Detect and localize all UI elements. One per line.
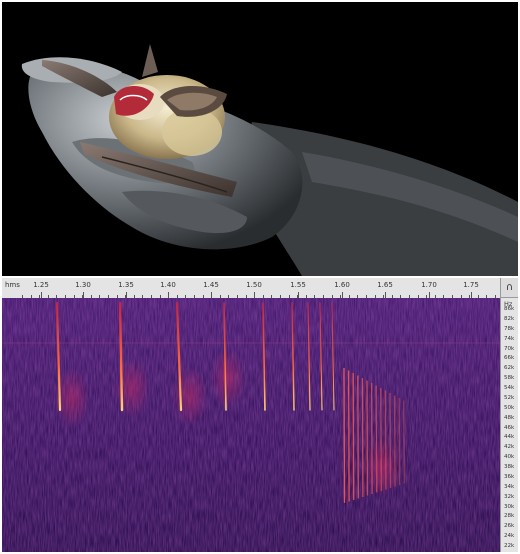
- echolocation-call: [118, 301, 124, 412]
- feeding-buzz-pulse: [347, 370, 350, 502]
- feeding-buzz-pulse: [389, 392, 392, 489]
- frequency-tick-label: 62k: [504, 365, 515, 372]
- frequency-tick-label: 52k: [504, 394, 515, 401]
- time-tick-label: 1.25: [33, 281, 49, 289]
- call-glow: [210, 348, 246, 408]
- feeding-buzz-pulse: [375, 385, 378, 493]
- frequency-tick-label: 66k: [504, 355, 515, 362]
- frequency-tick-label: 26k: [504, 523, 515, 530]
- time-ruler[interactable]: hms 1.25 1.30 1.35 1.40 1.45 1.50 1.55 1…: [2, 278, 500, 299]
- time-tick-label: 1.50: [246, 281, 262, 289]
- frequency-axis: Hz 86k 82k 78k 74k 70k 66k 62k 58k 54k 52k 50k 48k 4…: [500, 298, 518, 552]
- headphones-icon: ∩: [505, 282, 514, 293]
- call-glow: [172, 366, 208, 426]
- time-tick-label: 1.65: [377, 281, 393, 289]
- frequency-tick-label: 38k: [504, 464, 515, 470]
- time-tick-label: 1.75: [463, 281, 479, 289]
- feeding-buzz-pulse: [361, 377, 364, 498]
- feeding-buzz-pulse: [384, 390, 387, 490]
- bat-photo: [2, 2, 518, 276]
- frequency-tick-label: 48k: [504, 414, 515, 421]
- frequency-tick-label: 40k: [504, 454, 515, 461]
- time-tick-label: 1.70: [421, 281, 437, 289]
- frequency-tick-label: 82k: [504, 315, 515, 322]
- time-tick-label: 1.35: [118, 281, 134, 289]
- time-tick-label: 1.40: [160, 281, 176, 289]
- echolocation-call: [331, 302, 335, 411]
- frequency-tick-label: 24k: [504, 533, 515, 540]
- echolocation-call: [262, 302, 266, 411]
- time-unit-label: hms: [5, 281, 20, 289]
- feeding-buzz-pulse: [352, 372, 355, 501]
- feeding-buzz-pulse: [403, 400, 405, 484]
- frequency-tick-label: 36k: [504, 473, 515, 480]
- frequency-tick-label: 46k: [504, 424, 515, 431]
- echolocation-call: [175, 301, 183, 412]
- frequency-tick-label: 78k: [504, 325, 515, 332]
- call-glow: [114, 358, 150, 418]
- frequency-tick-label: 32k: [504, 493, 515, 500]
- echolocation-call: [223, 302, 227, 411]
- call-glow: [54, 368, 90, 428]
- frequency-tick-label: 44k: [504, 434, 515, 441]
- feeding-buzz-pulse: [380, 387, 382, 492]
- feeding-buzz-pulse: [398, 397, 401, 486]
- feeding-buzz-pulse: [343, 367, 346, 504]
- time-tick-label: 1.55: [290, 281, 306, 289]
- frequency-tick-label: 58k: [504, 375, 515, 382]
- frequency-tick-label: 74k: [504, 335, 515, 342]
- echolocation-call: [291, 302, 295, 411]
- spectrogram-view[interactable]: [2, 298, 500, 552]
- frequency-tick-label: 34k: [504, 483, 515, 490]
- frequency-tick-label: 54k: [504, 385, 515, 391]
- frequency-tick-label: 30k: [504, 503, 515, 510]
- frequency-tick-label: 22k: [504, 543, 515, 549]
- echolocation-call: [55, 301, 62, 412]
- time-tick-label: 1.60: [334, 281, 350, 289]
- frequency-tick-label: 28k: [504, 513, 515, 520]
- time-tick-label: 1.30: [75, 281, 91, 289]
- frequency-tick-label: 42k: [504, 444, 515, 451]
- frequency-tick-label: 86k: [504, 306, 515, 312]
- frequency-tick-label: 50k: [504, 404, 515, 411]
- spectrogram-panel: hms 1.25 1.30 1.35 1.40 1.45 1.50 1.55 1…: [2, 278, 518, 552]
- echolocation-call: [319, 302, 323, 411]
- playback-button[interactable]: ∩: [500, 278, 518, 298]
- feeding-buzz-pulse: [393, 395, 396, 487]
- feeding-buzz-pulse: [357, 375, 359, 499]
- frequency-tick-label: 70k: [504, 345, 515, 352]
- feeding-buzz-pulse: [370, 382, 373, 495]
- echolocation-call: [307, 302, 311, 411]
- time-tick-label: 1.45: [203, 281, 219, 289]
- feeding-buzz-pulse: [366, 380, 369, 496]
- frequency-unit-label: Hz: [504, 300, 513, 308]
